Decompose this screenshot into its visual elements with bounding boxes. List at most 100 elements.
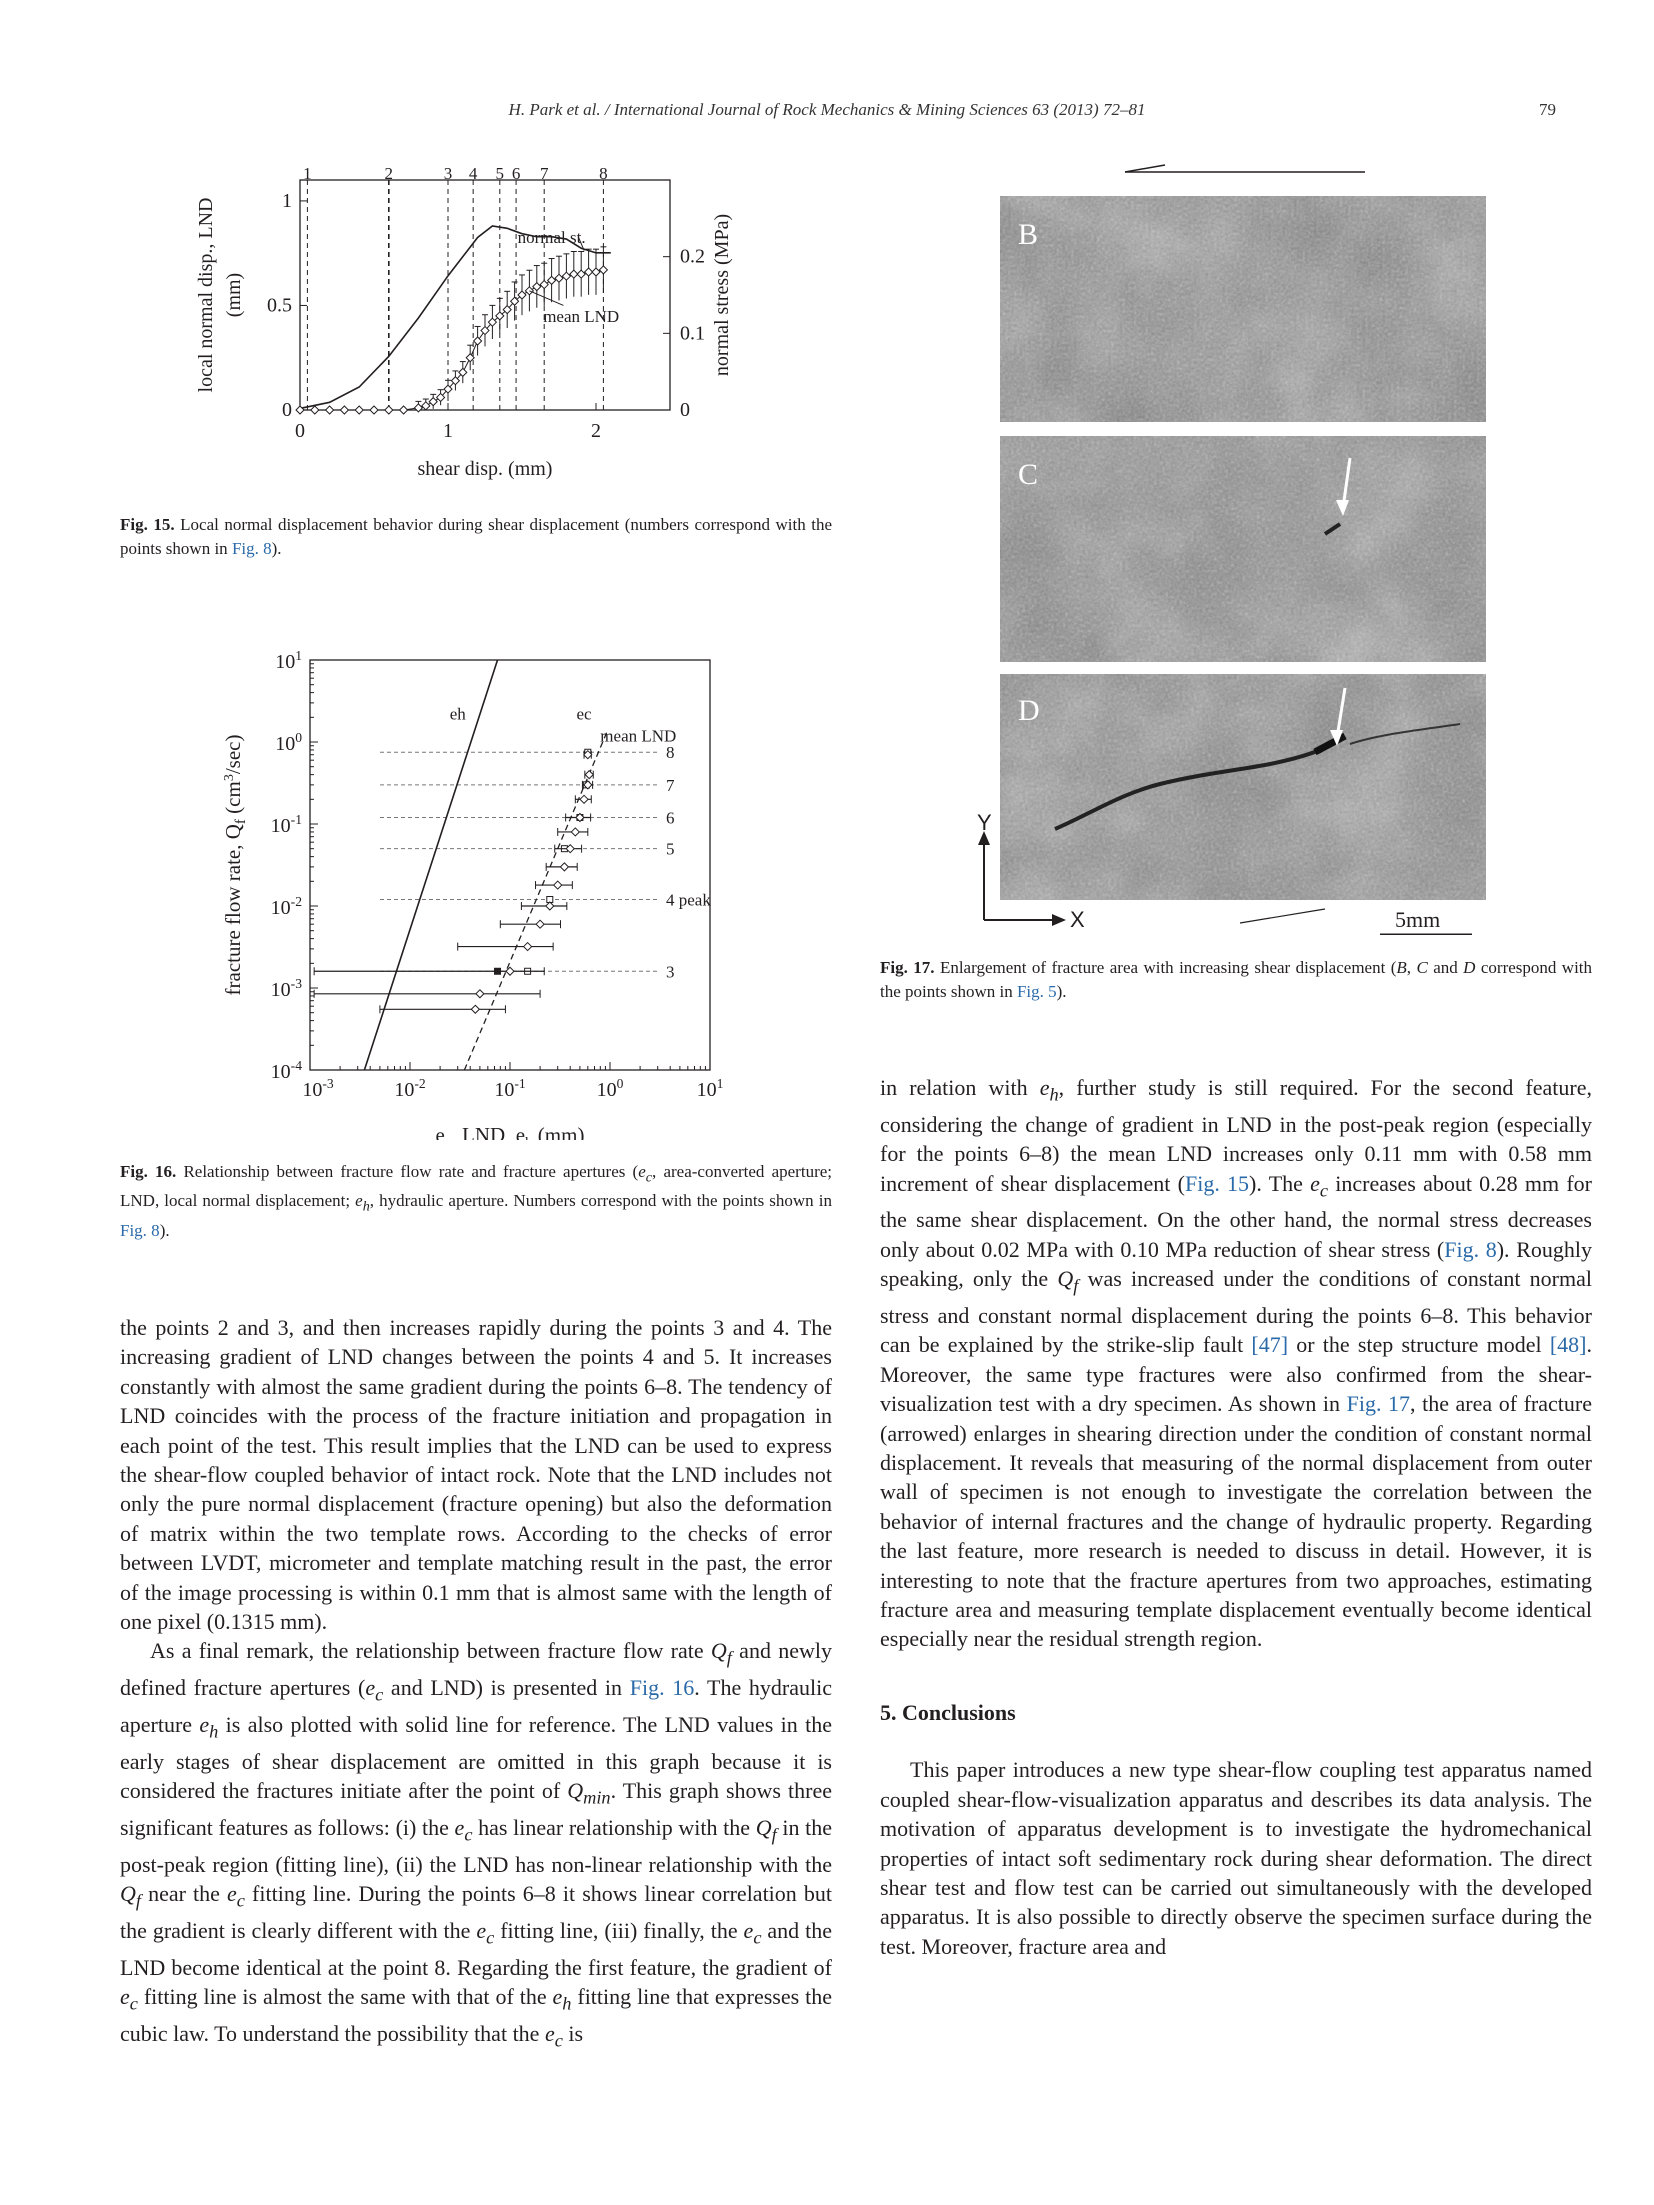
fracture-mark-c: [1323, 522, 1342, 536]
right-paragraph-1: in relation with eh, further study is st…: [880, 1075, 1592, 1652]
fig15-marker-label: 2: [385, 165, 394, 183]
fig15-point: [465, 353, 475, 363]
fig16-lnd-point: [584, 769, 594, 780]
fig15-series-normal-stress: [299, 225, 611, 410]
fig15-point: [509, 296, 520, 306]
fig16-xtick-label: 100: [597, 1076, 624, 1101]
right-paragraph-2: This paper introduces a new type shear-f…: [880, 1757, 1592, 1959]
fig15-point: [517, 290, 527, 300]
fig15-point: [524, 286, 535, 296]
fig16-caption: Fig. 16. Relationship between fracture f…: [120, 1162, 832, 1240]
fig15-annot-pointer: [529, 290, 564, 306]
fig16-lnd-point: [583, 749, 593, 760]
fig15-point: [428, 396, 438, 407]
page-number: 79: [1539, 100, 1556, 119]
fig16-xtick-label: 101: [697, 1076, 724, 1101]
fig15-marker-label: 5: [496, 165, 505, 183]
photo-panel-c: C: [1000, 436, 1486, 662]
panel-label-b: B: [1018, 218, 1039, 251]
fig15-point: [487, 317, 498, 327]
fig15-ytick-right-label: 0: [680, 399, 690, 421]
fig15-point: [598, 265, 609, 275]
fig15-point: [443, 384, 453, 394]
fig16-lnd-point: [470, 1004, 481, 1014]
ref-47-link[interactable]: [47]: [1251, 1332, 1289, 1358]
fig16-lnd-point: [559, 862, 570, 872]
panel-label-c: C: [1018, 458, 1039, 491]
right-column-body: in relation with eh, further study is st…: [880, 1073, 1592, 1961]
fig17-link[interactable]: Fig. 17: [1346, 1391, 1411, 1417]
fig16-lnd-point: [545, 901, 555, 911]
fig15-point: [421, 401, 431, 411]
ref-48-link[interactable]: [48]: [1549, 1332, 1587, 1358]
fig15-marker-label: 6: [512, 165, 520, 183]
fig15-point: [398, 405, 409, 415]
photo-panel-d: D: [1000, 674, 1486, 900]
fig15-point: [384, 405, 394, 415]
fig15-series-mean-lnd: [300, 269, 604, 411]
fig15-point: [502, 304, 512, 315]
fig15-caption-label: Fig. 15.: [120, 515, 175, 534]
fig15-point: [472, 336, 483, 346]
fig16-xtick-label: 10-3: [302, 1076, 334, 1101]
fig16-caption-link[interactable]: Fig. 8: [120, 1220, 160, 1240]
fig16-chart: 10-3 10-2 10-1 100 10110-410-310-210-1100101…: [221, 648, 724, 1140]
fig17-caption: Fig. 17. Enlargement of fracture area wi…: [880, 958, 1593, 1001]
section-heading-conclusions: 5. Conclusions: [880, 1699, 1016, 1725]
fig16-point-label: 7: [666, 776, 675, 795]
fig16-xlabel: ec, LND, eh (mm): [436, 1123, 585, 1140]
fig15-point: [583, 267, 594, 277]
fig16-xtick-label: 10-1: [494, 1076, 525, 1101]
fig15-ylabel-left-unit: (mm): [223, 273, 245, 317]
fig16-ylabel: fracture flow rate, Qf (cm3/sec): [221, 735, 249, 996]
arrow-d: [1335, 687, 1347, 739]
fig15-ytick-right-label: 0.2: [680, 246, 705, 268]
fig15-point: [480, 325, 490, 336]
running-header: H. Park et al. / International Journal o…: [508, 100, 1146, 119]
fig17-axes: [978, 831, 1472, 935]
fig16-lnd-point: [565, 843, 575, 854]
fig15-ylabel-right: normal stress (MPa): [711, 214, 733, 376]
fracture-mark-d: [1054, 748, 1321, 831]
fig15-point: [569, 269, 579, 279]
fig15-point: [310, 405, 320, 415]
fig15-point: [539, 279, 549, 290]
fig15-annot-pointer: [577, 236, 585, 251]
fig15-ytick-left-label: 1: [282, 190, 292, 212]
fig8-link[interactable]: Fig. 8: [1444, 1236, 1497, 1262]
fig15-marker-label: 7: [540, 165, 549, 183]
fig15-point: [561, 271, 572, 281]
fig15-point: [554, 273, 564, 283]
fig15-point: [295, 405, 305, 415]
fig16-ytick-label: 10-1: [271, 812, 302, 837]
fig15-caption-link[interactable]: Fig. 8: [231, 539, 272, 558]
fig15-point: [458, 367, 468, 378]
fig15-point: [324, 405, 335, 415]
fig16-link[interactable]: Fig. 16: [629, 1675, 695, 1701]
photo-panel-b: B: [1000, 196, 1486, 422]
fig16-xtick-label: 10-2: [394, 1076, 426, 1101]
fig15-link[interactable]: Fig. 15: [1184, 1170, 1250, 1196]
fig16-lnd-point: [553, 880, 563, 890]
fig16-label-eh: eh: [450, 704, 467, 723]
fig15-marker-label: 8: [599, 165, 608, 183]
fig16-lnd-point: [570, 827, 581, 837]
fig15-point: [369, 405, 379, 415]
fig17-caption-link[interactable]: Fig. 5: [1016, 982, 1057, 1001]
fig15-point: [546, 275, 557, 286]
fig16-ytick-label: 101: [275, 648, 302, 673]
fig16-ytick-label: 10-2: [271, 894, 303, 919]
fig15-point: [495, 311, 505, 321]
fig15-ytick-left-label: 0: [282, 399, 292, 421]
fig15-annot-mean-lnd: mean LND: [543, 307, 619, 326]
fig16-ytick-label: 100: [275, 730, 302, 755]
fig16-ytick-label: 10-3: [271, 976, 303, 1001]
fig16-lnd-point: [535, 919, 545, 929]
fig15-chart: 1 2 3 4 5 6 7 8 0 1 2 0 0.5 1 0 0.1 0.2 normal st. mean LN…: [195, 165, 733, 480]
fig15-point: [435, 392, 446, 403]
fig16-point-label: 4 peak: [666, 891, 711, 910]
shear-direction-arrow: [1124, 164, 1365, 173]
fig16-lnd-point: [505, 966, 515, 976]
fig15-caption: Fig. 15. Local normal displacement behav…: [120, 515, 833, 558]
fig16-ytick-label: 10-4: [271, 1058, 303, 1083]
